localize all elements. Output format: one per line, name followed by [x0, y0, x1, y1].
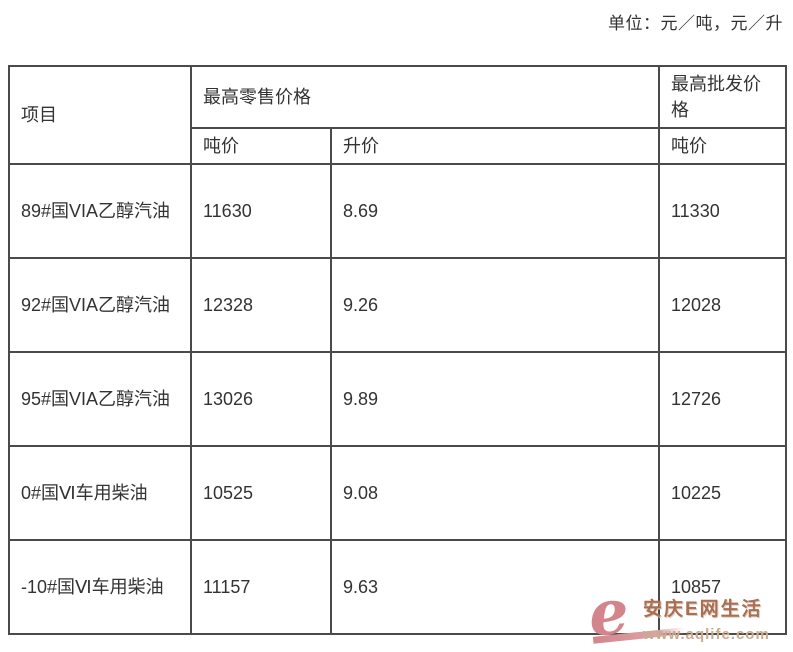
- fuel-price-table: 项目 最高零售价格 最高批发价格 吨价 升价 吨价 89#国VIA乙醇汽油 11…: [8, 64, 787, 636]
- retail-liter: 8.69: [330, 163, 660, 260]
- table-row: 89#国VIA乙醇汽油 11630 8.69 11330: [8, 163, 787, 260]
- header-retail-ton-price: 吨价: [190, 127, 332, 166]
- header-retail-group: 最高零售价格: [190, 64, 660, 130]
- table-row: -10#国Ⅵ车用柴油 11157 9.63 10857: [8, 539, 787, 636]
- header-row-groups: 项目 最高零售价格 最高批发价格: [8, 64, 787, 166]
- item-label: 92#国VIA乙醇汽油: [8, 257, 192, 354]
- wholesale-ton: 12726: [658, 351, 787, 448]
- item-label: 89#国VIA乙醇汽油: [8, 163, 192, 260]
- item-label: -10#国Ⅵ车用柴油: [8, 539, 192, 636]
- retail-liter: 9.08: [330, 445, 660, 542]
- item-label: 95#国VIA乙醇汽油: [8, 351, 192, 448]
- retail-ton: 10525: [190, 445, 332, 542]
- header-item: 项目: [8, 64, 192, 166]
- retail-liter: 9.26: [330, 257, 660, 354]
- table-row: 0#国Ⅵ车用柴油 10525 9.08 10225: [8, 445, 787, 542]
- item-label: 0#国Ⅵ车用柴油: [8, 445, 192, 542]
- header-wholesale-group: 最高批发价格: [658, 64, 787, 130]
- retail-ton: 13026: [190, 351, 332, 448]
- wholesale-ton: 11330: [658, 163, 787, 260]
- retail-ton: 11157: [190, 539, 332, 636]
- retail-ton: 12328: [190, 257, 332, 354]
- header-retail-liter-price: 升价: [330, 127, 660, 166]
- table-row: 92#国VIA乙醇汽油 12328 9.26 12028: [8, 257, 787, 354]
- header-wholesale-ton-price: 吨价: [658, 127, 787, 166]
- retail-liter: 9.63: [330, 539, 660, 636]
- wholesale-ton: 10225: [658, 445, 787, 542]
- retail-ton: 11630: [190, 163, 332, 260]
- table-row: 95#国VIA乙醇汽油 13026 9.89 12726: [8, 351, 787, 448]
- wholesale-ton: 10857: [658, 539, 787, 636]
- header-row-sub: 吨价 升价 吨价: [9, 127, 787, 166]
- retail-liter: 9.89: [330, 351, 660, 448]
- wholesale-ton: 12028: [658, 257, 787, 354]
- unit-label: 单位：元／吨，元／升: [608, 14, 783, 33]
